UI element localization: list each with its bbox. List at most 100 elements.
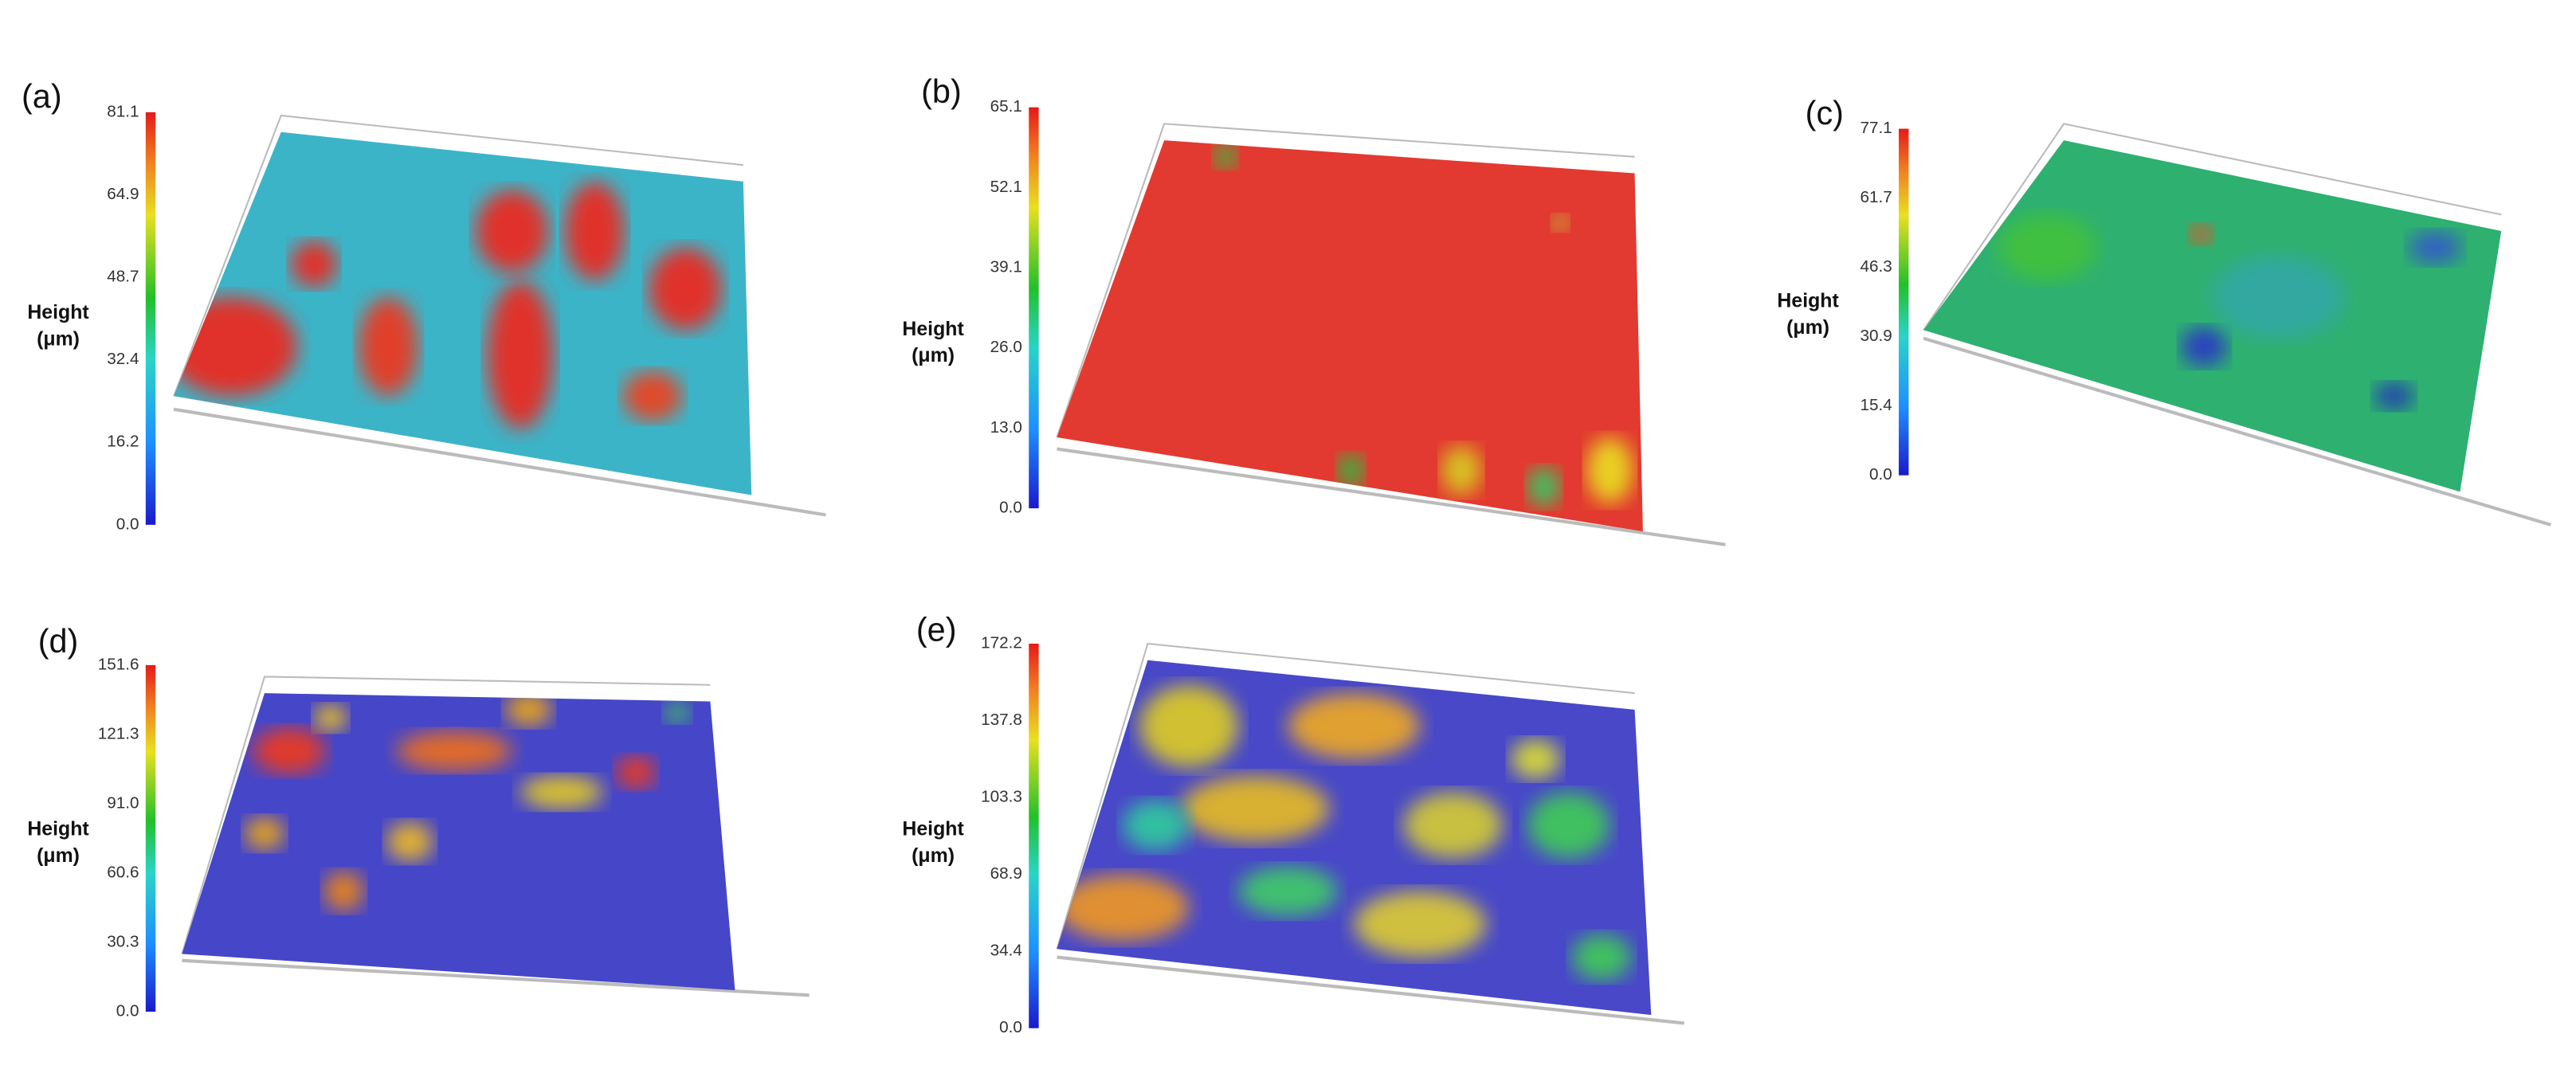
- axis-floor: [173, 407, 826, 517]
- colorbar-tick-label: 103.3: [981, 788, 1022, 806]
- surface-peak: [1403, 792, 1503, 859]
- axis-box: [1923, 123, 2502, 331]
- surface-features: [245, 693, 691, 911]
- surface-peak: [2409, 231, 2462, 264]
- colorbar-tick-label: 13.0: [990, 418, 1022, 437]
- axis-label: Height: [902, 818, 963, 840]
- surface-peak: [1511, 739, 1561, 779]
- axis-box: [173, 114, 743, 397]
- colorbar-tick-label: 64.9: [107, 185, 139, 203]
- axis-label: Height: [902, 318, 963, 340]
- surface-peak: [2374, 382, 2414, 409]
- colorbar-tick-label: 91.0: [107, 793, 139, 812]
- surface-peak: [1123, 800, 1190, 850]
- axis-unit: (μm): [912, 844, 955, 867]
- surface-peak: [1527, 467, 1561, 507]
- colorbar-tick-label: 48.7: [107, 268, 139, 286]
- surface-peak: [1571, 934, 1632, 981]
- panel-label: (e): [916, 610, 957, 648]
- surface-features: [1057, 684, 1632, 981]
- colorbar-tick-label: 121.3: [98, 724, 139, 742]
- colorbar-tick-label: 0.0: [116, 515, 139, 533]
- colorbar: [1899, 128, 1909, 476]
- colorbar-tick-label: 151.6: [98, 655, 139, 673]
- colorbar-tick-label: 15.4: [1860, 396, 1892, 414]
- surface-peak: [565, 181, 625, 281]
- colorbar: [1029, 107, 1039, 509]
- panel-label: (a): [22, 77, 62, 115]
- surface-peak: [1238, 866, 1338, 916]
- surface-peak: [1288, 693, 1421, 760]
- panel: (d) 0.0 30.3 60.6 91.0 121.3 151.6 Height (μm): [27, 622, 810, 1020]
- surface-features: [1214, 145, 1633, 507]
- surface-peak: [253, 727, 326, 774]
- colorbar-tick-label: 137.8: [981, 711, 1022, 729]
- surface-peak: [1214, 145, 1237, 169]
- colorbar-tick-label: 30.9: [1860, 327, 1892, 345]
- axis-floor: [1057, 955, 1684, 1025]
- surface-peak: [1998, 214, 2097, 281]
- axis-floor: [1057, 447, 1726, 546]
- axis-box: [181, 676, 711, 954]
- colorbar-tick-label: 0.0: [999, 499, 1022, 517]
- surface-peak: [174, 296, 298, 397]
- colorbar: [145, 664, 156, 1012]
- axis-label: Height: [27, 301, 88, 323]
- surface-peak: [1354, 891, 1487, 958]
- colorbar: [145, 112, 156, 525]
- axis-unit: (μm): [37, 844, 80, 867]
- colorbar-tick-label: 68.9: [990, 864, 1022, 883]
- surface-peak: [1441, 445, 1481, 495]
- colorbar: [1029, 643, 1039, 1028]
- surface-peak: [2212, 256, 2345, 339]
- colorbar-tick-label: 0.0: [1869, 465, 1892, 484]
- panel-label: (d): [38, 622, 79, 660]
- colorbar-tick-label: 0.0: [999, 1018, 1022, 1036]
- surface-peak: [2181, 327, 2228, 366]
- surface-peak: [622, 371, 683, 421]
- colorbar-tick-label: 30.3: [107, 932, 139, 950]
- surface: [182, 693, 735, 991]
- axis-unit: (μm): [1786, 316, 1829, 339]
- surface-features: [1998, 214, 2462, 409]
- colorbar-tick-label: 61.7: [1860, 188, 1892, 206]
- axis-box: [1056, 123, 1635, 438]
- surface: [1057, 140, 1643, 532]
- panel: (b) 0.0 13.0 26.0 39.1 52.1 65.1 Height (μm): [902, 72, 1726, 546]
- colorbar-tick-label: 65.1: [990, 97, 1022, 116]
- colorbar-tick-label: 77.1: [1860, 119, 1892, 137]
- axis-box: [1056, 642, 1635, 950]
- panel: (a) 0.0 16.2 32.4 48.7 64.9 81.1 Height (μm): [22, 77, 826, 533]
- surface-peak: [1337, 453, 1364, 488]
- surface-peak: [476, 190, 549, 272]
- surface-peak: [314, 704, 347, 731]
- colorbar-tick-label: 46.3: [1860, 257, 1892, 276]
- colorbar-tick-label: 39.1: [990, 258, 1022, 276]
- surface: [1923, 140, 2502, 492]
- surface-peak: [396, 730, 512, 771]
- surface-peak: [1057, 875, 1190, 941]
- colorbar-tick-label: 172.2: [981, 633, 1022, 652]
- axis-floor: [1923, 336, 2551, 527]
- surface-peak: [2189, 224, 2213, 245]
- colorbar-tick-label: 81.1: [107, 102, 139, 120]
- surface-peak: [386, 821, 433, 862]
- surface-peak: [649, 247, 722, 331]
- surface-peak: [520, 775, 603, 809]
- surface-peak: [245, 817, 284, 850]
- panel-label: (b): [921, 72, 962, 110]
- surface-peak: [1527, 792, 1610, 859]
- colorbar-tick-label: 34.4: [990, 942, 1022, 960]
- axis-unit: (μm): [912, 344, 955, 366]
- colorbar-tick-label: 60.6: [107, 863, 139, 881]
- surface-peak: [505, 693, 552, 727]
- surface-peak: [1586, 437, 1633, 503]
- panel: (c) 0.0 15.4 30.9 46.3 61.7 77.1 Height (μm): [1777, 94, 2551, 527]
- panel: (e) 0.0 34.4 68.9 103.3 137.8 172.2 Height (μm): [902, 610, 1684, 1036]
- surface-peak: [487, 280, 554, 429]
- surface-peak: [1180, 775, 1330, 842]
- axis-label: Height: [27, 818, 88, 840]
- axis-unit: (μm): [37, 327, 80, 350]
